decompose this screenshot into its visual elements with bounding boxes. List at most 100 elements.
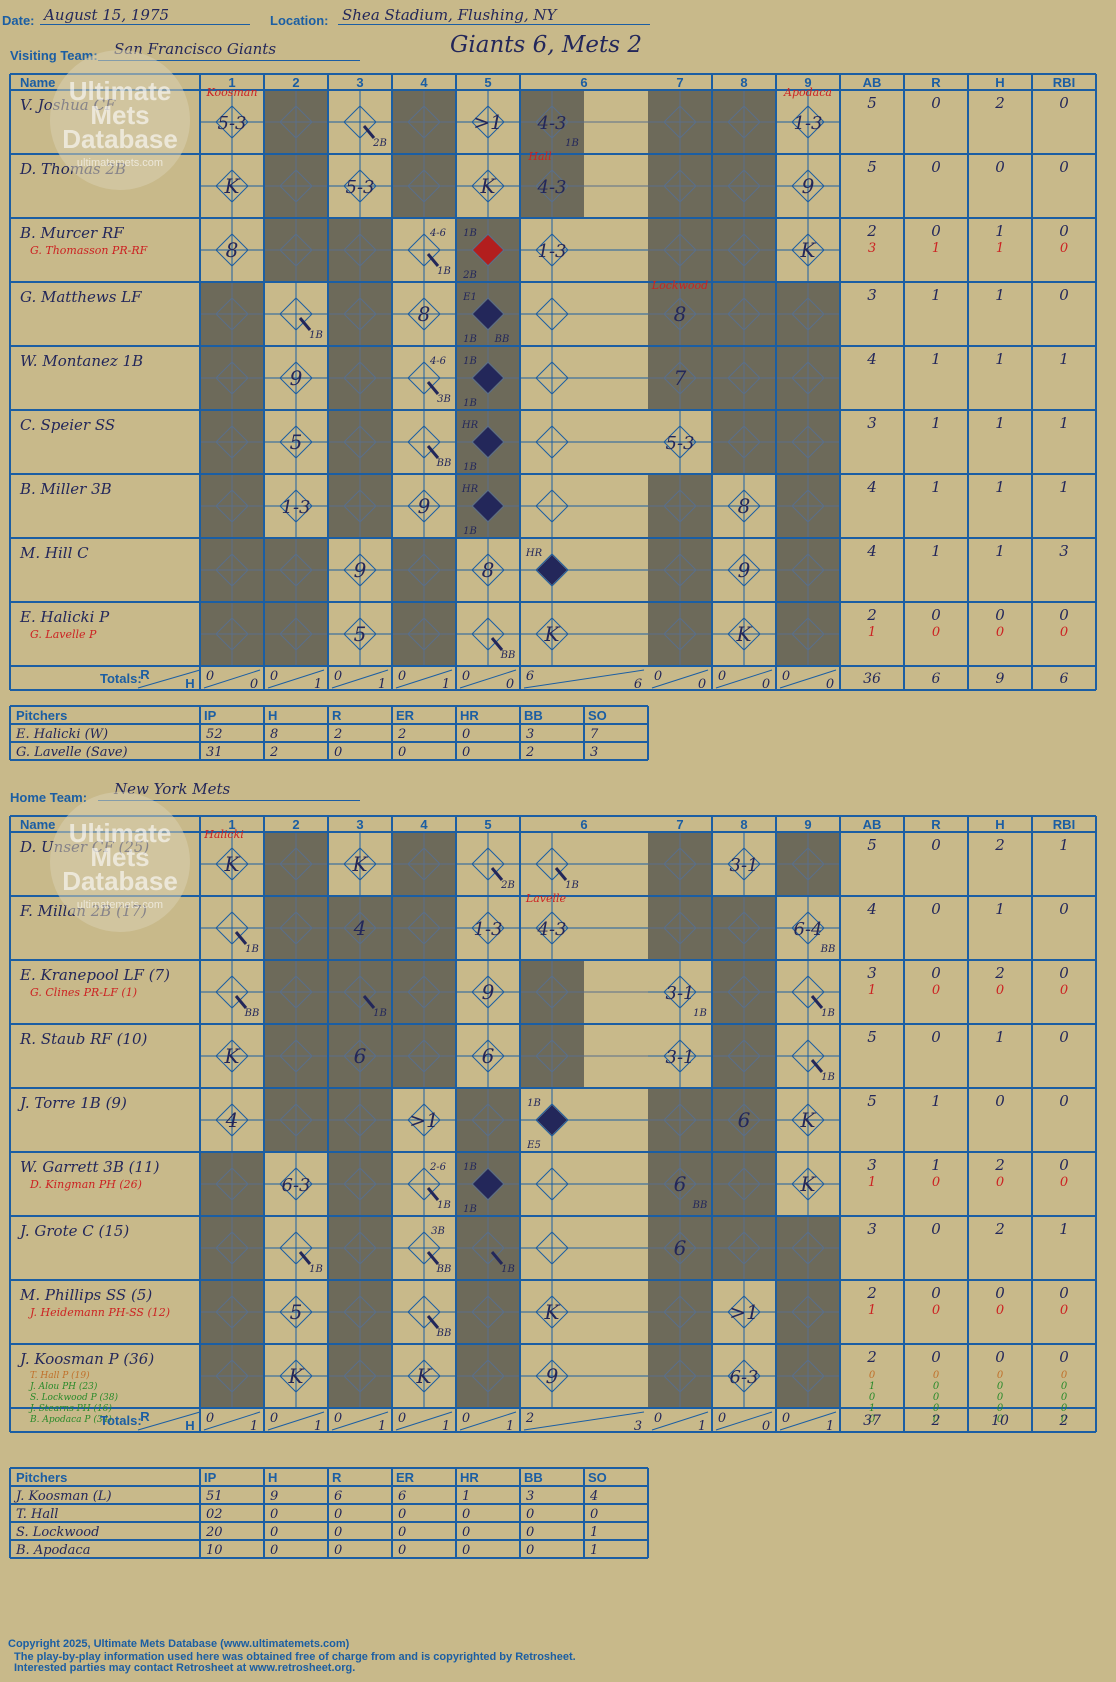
visitors-pitch-head: H xyxy=(268,708,277,723)
visitors-play-text: 9 xyxy=(290,366,303,390)
visitors-base-diamond xyxy=(791,553,825,587)
home-inning-hits: 3 xyxy=(634,1419,642,1434)
home-player-stat: 3 xyxy=(867,964,877,982)
home-pitch-cell: 51 xyxy=(206,1489,223,1504)
visitors-sub-name: G. Thomasson PR-RF xyxy=(30,244,148,257)
home-play-text: 1-3 xyxy=(474,919,503,940)
home-play-text: 3-1 xyxy=(666,983,695,1004)
visitors-player-stat: 0 xyxy=(931,222,941,240)
home-base-diamond xyxy=(407,1039,441,1073)
visitors-colhead-9: 9 xyxy=(804,75,811,90)
home-hit-label: 1B xyxy=(245,944,259,955)
visitors-colhead-2: 2 xyxy=(292,75,299,90)
visitors-player-stat: 1 xyxy=(931,350,941,368)
visitors-inning-runs: 0 xyxy=(462,669,470,684)
visiting-team-label: Visiting Team: xyxy=(10,48,98,63)
home-extra-sub-stat: 0 xyxy=(933,1392,940,1403)
home-extra-sub-stat: 0 xyxy=(1061,1392,1068,1403)
home-inning-hits: 1 xyxy=(506,1419,514,1434)
visitors-totals-h: H xyxy=(185,676,194,691)
visitors-base-diamond xyxy=(663,553,697,587)
home-sub-stat: 0 xyxy=(932,1303,940,1318)
home-base-diamond xyxy=(663,1295,697,1329)
location-underline xyxy=(338,24,650,25)
home-player-stat: 1 xyxy=(995,1028,1005,1046)
home-player-stat: 0 xyxy=(1059,964,1069,982)
visitors-pitch-cell: 3 xyxy=(526,727,534,742)
home-watermark-circle xyxy=(50,792,190,932)
visitors-inning-hits: 1 xyxy=(442,677,450,692)
visitors-play-text: 8 xyxy=(418,302,431,326)
visitors-base-diamond xyxy=(663,361,697,395)
visitors-base-diamond xyxy=(791,297,825,331)
retrosheet-contact: Interested parties may contact Retroshee… xyxy=(14,1662,356,1674)
home-base-diamond xyxy=(727,1103,761,1137)
home-play-text: 6 xyxy=(354,1044,367,1068)
home-player-stat: 0 xyxy=(1059,1284,1069,1302)
home-hit-line xyxy=(426,1187,440,1201)
visitors-totals-slash xyxy=(137,669,201,689)
visitors-base-diamond xyxy=(279,489,313,523)
home-colhead-ab: AB xyxy=(863,817,882,832)
visitors-base-diamond xyxy=(791,169,825,203)
visitors-team-total: 9 xyxy=(996,671,1005,687)
visitors-watermark-circle xyxy=(50,50,190,190)
home-inning-total-slash xyxy=(203,1411,261,1431)
home-pitch-cell: 0 xyxy=(462,1543,470,1558)
home-extra-sub-stat: 0 xyxy=(933,1403,940,1414)
visitors-colhead-3: 3 xyxy=(356,75,363,90)
home-player-stat: 0 xyxy=(931,1220,941,1238)
home-hit-label: 1B xyxy=(373,1008,387,1019)
visitors-player-stat: 2 xyxy=(994,94,1005,112)
visitors-base-diamond xyxy=(663,105,697,139)
visitors-base-diamond xyxy=(471,489,505,523)
home-totals-r: R xyxy=(140,1409,150,1424)
visitors-play-text: 5 xyxy=(290,430,303,454)
home-player-stat: 3 xyxy=(867,1156,877,1174)
home-totals-label: Totals: xyxy=(100,1413,142,1428)
visitors-player-stat: 1 xyxy=(1059,478,1069,496)
home-play-text: 4 xyxy=(225,1108,239,1132)
home-extra-sub-stat: 0 xyxy=(997,1381,1004,1392)
home-player-stat: 2 xyxy=(994,964,1005,982)
home-player-stat: 0 xyxy=(1059,1156,1069,1174)
home-base-diamond xyxy=(343,911,377,945)
visitors-watermark-url: ultimatemets.com xyxy=(77,157,163,169)
home-play-text: 4 xyxy=(353,916,367,940)
visitors-base-diamond xyxy=(215,553,249,587)
visitors-watermark-text: Database xyxy=(62,124,178,154)
home-base-diamond xyxy=(215,1295,249,1329)
home-player-stat: 2 xyxy=(866,1284,877,1302)
visitors-team-total: 6 xyxy=(1060,671,1069,687)
visitors-play-text: 1-3 xyxy=(538,241,567,262)
visitors-play-sub: 1B xyxy=(565,138,579,149)
visitors-hit-label: BB xyxy=(436,458,452,469)
visitors-run-label: HR xyxy=(525,548,543,559)
home-base-diamond xyxy=(535,1231,569,1265)
home-hit-line xyxy=(298,1251,312,1265)
visitors-player-stat: 2 xyxy=(866,222,877,240)
home-player-name: R. Staub RF (10) xyxy=(19,1030,148,1048)
visitors-run-label: 1B xyxy=(463,526,477,537)
visitors-player-stat: 0 xyxy=(931,158,941,176)
visitors-base-diamond xyxy=(279,169,313,203)
home-pitch-cell: 10 xyxy=(206,1543,223,1558)
visitors-base-diamond xyxy=(791,361,825,395)
home-play-text: 5 xyxy=(290,1300,303,1324)
home-extra-sub-stat: 0 xyxy=(1061,1414,1068,1425)
home-hit-label: 2B xyxy=(500,880,515,891)
visitors-pitch-head: Pitchers xyxy=(16,708,67,723)
visitors-play-text: 7 xyxy=(674,366,687,390)
visitors-play-text: 9 xyxy=(418,494,431,518)
visitors-base-diamond xyxy=(471,105,505,139)
visitors-pitch-head: SO xyxy=(588,708,607,723)
visitors-player-stat: 0 xyxy=(1059,222,1069,240)
visitors-play-text: 8 xyxy=(226,238,239,262)
home-base-diamond xyxy=(343,1103,377,1137)
home-player-stat: 0 xyxy=(931,900,941,918)
home-inning-total-slash xyxy=(395,1411,453,1431)
home-hit-label: 1B xyxy=(565,880,579,891)
visitors-colhead-h: H xyxy=(995,75,1004,90)
visitors-inning-total-slash xyxy=(459,669,517,689)
